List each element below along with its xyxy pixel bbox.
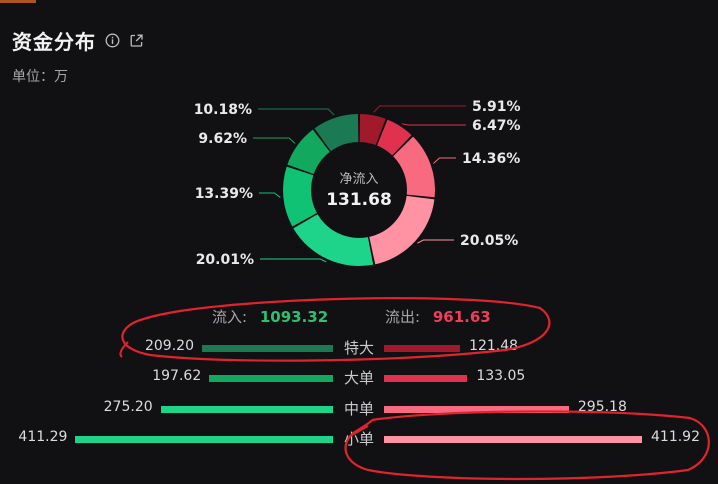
donut-slice — [369, 195, 435, 265]
donut-slice — [283, 166, 317, 227]
page-title: 资金分布 — [12, 30, 96, 54]
donut-slice — [393, 136, 435, 198]
donut-leader-line — [258, 108, 335, 116]
donut-leader-line — [433, 157, 456, 164]
donut-percent-label: 10.18% — [194, 102, 252, 118]
inflow-bar — [75, 436, 333, 443]
outflow-bar — [384, 375, 468, 382]
outflow-bar — [384, 345, 461, 352]
donut-slice — [293, 214, 374, 266]
donut-center-value: 131.68 — [326, 190, 392, 210]
inflow-bar — [201, 345, 333, 352]
info-icon[interactable] — [104, 33, 120, 49]
donut-leader-line — [401, 123, 466, 126]
outflow-value-label: 411.92 — [651, 429, 700, 445]
inflow-value-label: 209.20 — [144, 338, 194, 354]
inflow-bar — [209, 375, 333, 382]
donut-percent-label: 20.01% — [196, 252, 254, 268]
inflow-value-label: 197.62 — [152, 368, 202, 384]
donut-center-label: 净流入 — [339, 172, 378, 187]
donut-chart: 5.91% 6.47% 14.36% 20.05% 20.01% 13.39% 9.62% 1… — [194, 99, 521, 268]
donut-percent-label: 5.91% — [472, 99, 521, 115]
donut-leader-line — [417, 239, 454, 244]
donut-percent-label: 14.36% — [462, 151, 520, 167]
category-label: 特大 — [343, 339, 374, 357]
donut-slice — [287, 129, 330, 174]
donut-leader-line — [253, 137, 296, 144]
inflow-value-label: 411.29 — [18, 429, 68, 445]
inflow-value-label: 275.20 — [103, 399, 153, 415]
donut-percent-label: 9.62% — [198, 131, 247, 147]
share-icon[interactable] — [128, 33, 144, 49]
donut-leader-line — [260, 258, 327, 263]
inflow-bar — [160, 406, 333, 413]
donut-leader-line — [373, 105, 466, 113]
outflow-bar — [384, 436, 642, 443]
outflow-value-label: 133.05 — [476, 368, 526, 384]
outflow-value-label: 295.18 — [577, 399, 627, 415]
donut-slice — [359, 114, 386, 146]
category-label: 小单 — [343, 430, 374, 448]
donut-percent-label: 20.05% — [460, 233, 518, 249]
outflow-value-label: 121.48 — [469, 338, 519, 354]
donut-slice — [314, 114, 359, 152]
unit-label: 单位：万 — [12, 69, 68, 85]
section-header: 资金分布 — [12, 26, 144, 55]
top-accent-bar — [0, 0, 36, 3]
donut-slice — [377, 119, 412, 156]
category-label: 中单 — [343, 400, 374, 418]
donut-percent-label: 13.39% — [195, 186, 253, 202]
category-label: 大单 — [343, 369, 374, 387]
outflow-bar — [384, 406, 569, 413]
donut-percent-label: 6.47% — [472, 118, 521, 134]
donut-leader-line — [259, 192, 281, 198]
